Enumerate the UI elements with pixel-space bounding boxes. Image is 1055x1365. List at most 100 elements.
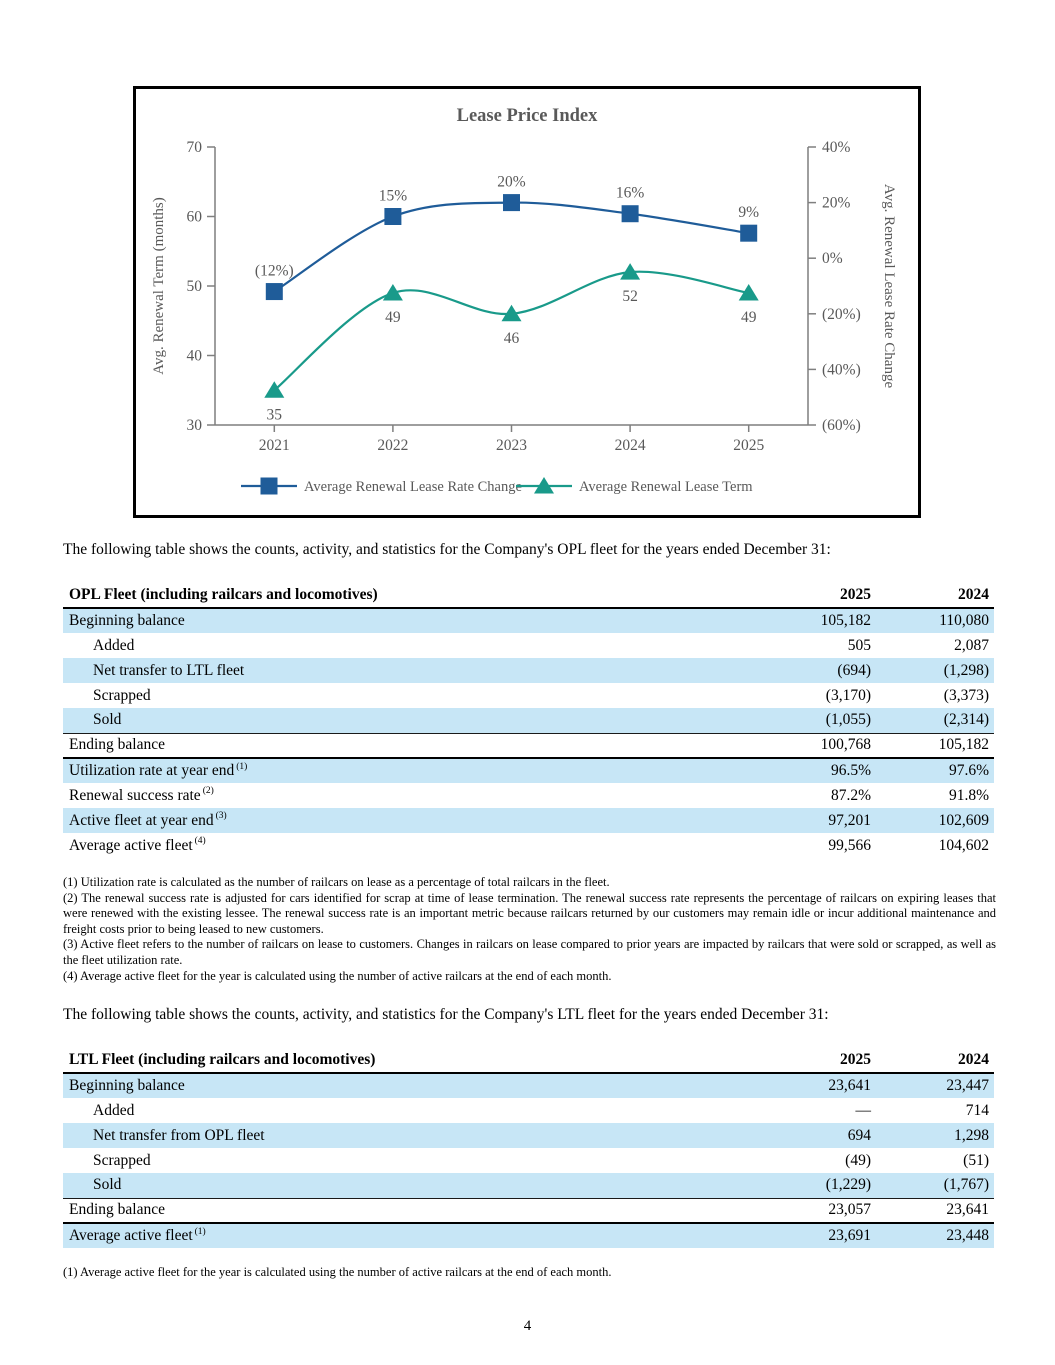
value-2025: 694	[750, 1123, 871, 1148]
right-axis-title: Avg. Renewal Lease Rate Change	[881, 184, 897, 389]
table-row: Active fleet at year end (3) 97,201 102,609	[63, 808, 994, 833]
table-row: Net transfer from OPL fleet 694 1,298	[63, 1123, 994, 1148]
value-2024: 1,298	[871, 1123, 994, 1148]
table-row: Net transfer to LTL fleet (694) (1,298)	[63, 658, 994, 683]
row-label: Sold	[63, 1173, 750, 1199]
left-axis-tick-label: 40	[187, 348, 203, 365]
value-2024: (51)	[963, 1151, 989, 1169]
x-axis-tick-label: 2022	[377, 437, 408, 454]
row-label: Ending balance	[63, 733, 750, 759]
table-title: OPL Fleet (including railcars and locomo…	[63, 583, 750, 609]
column-header-2025: 2025	[750, 583, 871, 609]
right-axis-tick-label: (40%)	[822, 361, 861, 378]
value-2024: (1,298)	[871, 658, 994, 683]
value-2024: 23,641	[871, 1198, 994, 1224]
table-row: Utilization rate at year end (1) 96.5% 97.6…	[63, 758, 994, 783]
legend-label-rate-change: Average Renewal Lease Rate Change	[304, 479, 522, 495]
data-point-square	[740, 224, 758, 242]
row-label: Beginning balance	[63, 1073, 750, 1098]
value-2025: 100,768	[750, 733, 871, 759]
value-2024: 104,602	[938, 836, 989, 854]
x-axis-tick-label: 2021	[259, 437, 290, 454]
data-point-square	[621, 205, 639, 223]
footnote-text: (2) The renewal success rate is adjusted…	[63, 890, 996, 936]
table-row: Renewal success rate (2) 87.2% 91.8%	[63, 783, 994, 808]
series-line-square	[273, 201, 749, 293]
value-2025: 99,566	[828, 836, 871, 854]
data-point-square	[503, 194, 520, 212]
data-point-label: 16%	[616, 185, 645, 202]
footnote-text: (1) Utilization rate is calculated as th…	[63, 875, 610, 889]
footnote-marker: (4)	[194, 836, 206, 847]
value-2025: (1,229)	[750, 1173, 871, 1199]
value-2024: 110,080	[871, 608, 994, 633]
data-point-square	[265, 283, 283, 301]
data-point-label: (12%)	[255, 263, 294, 280]
footnote-text: (3) Active fleet refers to the number of…	[63, 937, 996, 967]
data-point-label: 35	[267, 406, 283, 423]
table-row: Beginning balance 23,641 23,447	[63, 1073, 994, 1098]
right-axis-tick-label: 20%	[822, 195, 851, 212]
value-2024: 102,609	[871, 808, 994, 833]
footnote-marker: (2)	[202, 786, 214, 797]
x-axis-tick-label: 2023	[496, 437, 527, 454]
value-2024: 91.8%	[948, 786, 989, 804]
data-point-square	[384, 208, 402, 225]
lease-price-index-chart: Lease Price Index 30 40 50 60 70 (60%) (40%) (20…	[133, 86, 921, 518]
opl-footnotes: (1) Utilization rate is calculated as th…	[63, 875, 996, 984]
value-2025: 96.5%	[750, 758, 871, 783]
left-axis-tick-label: 70	[187, 139, 203, 156]
value-2024: (1,767)	[871, 1173, 994, 1199]
chart-canvas: Lease Price Index 30 40 50 60 70 (60%) (40%) (20…	[151, 106, 897, 495]
x-axis-tick-label: 2025	[733, 437, 764, 454]
value-2025: (49)	[845, 1151, 871, 1169]
value-2025: 23,691	[750, 1223, 871, 1248]
legend-square-icon	[260, 477, 278, 495]
table-row: Sold (1,055) (2,314)	[63, 708, 994, 734]
data-point-label: 49	[385, 309, 401, 326]
legend-label-lease-term: Average Renewal Lease Term	[579, 479, 753, 495]
data-point-label: 52	[622, 288, 638, 305]
value-2024: (3,373)	[943, 686, 989, 704]
value-2025: (694)	[750, 658, 871, 683]
table-row: Ending balance 100,768 105,182	[63, 733, 994, 759]
value-2024: 2,087	[954, 636, 989, 654]
table-row: Beginning balance 105,182 110,080	[63, 608, 994, 633]
row-label: Scrapped	[93, 686, 151, 704]
value-2025: (3,170)	[825, 686, 871, 704]
chart-title: Lease Price Index	[457, 106, 599, 126]
data-point-label: 20%	[497, 174, 526, 191]
value-2025: (1,055)	[750, 708, 871, 734]
value-2025: 23,057	[750, 1198, 871, 1224]
value-2025: —	[855, 1101, 872, 1119]
left-axis-title: Avg. Renewal Term (months)	[151, 197, 167, 375]
row-label: Ending balance	[63, 1198, 750, 1224]
value-2024: 105,182	[871, 733, 994, 759]
value-2025: 87.2%	[830, 786, 871, 804]
table-row: Average active fleet (1) 23,691 23,448	[63, 1223, 994, 1248]
row-label: Active fleet at year end (3)	[63, 808, 750, 833]
footnote-marker: (1)	[194, 1226, 206, 1237]
value-2024: 97.6%	[871, 758, 994, 783]
page-number: 4	[523, 1318, 532, 1334]
right-axis-tick-label: 0%	[822, 250, 843, 267]
x-axis-tick-label: 2024	[615, 437, 646, 454]
row-label: Added	[93, 1101, 135, 1119]
table-row: Added 505 2,087	[63, 633, 994, 658]
table-row: Ending balance 23,057 23,641	[63, 1198, 994, 1224]
data-point-triangle	[264, 381, 285, 398]
right-axis-tick-label: 40%	[822, 139, 851, 156]
row-label: Sold	[63, 708, 750, 734]
ltl-intro-paragraph: The following table shows the counts, ac…	[63, 1006, 829, 1023]
data-point-label: 46	[504, 330, 520, 347]
column-header-2025: 2025	[750, 1048, 871, 1074]
data-point-triangle	[501, 304, 522, 322]
left-axis-tick-label: 30	[187, 417, 203, 434]
value-2024: 23,447	[871, 1073, 994, 1098]
value-2025: 105,182	[750, 608, 871, 633]
data-point-label: 49	[741, 309, 757, 326]
value-2025: 97,201	[750, 808, 871, 833]
table-row: Scrapped (3,170) (3,373)	[63, 683, 994, 708]
value-2024: 23,448	[871, 1223, 994, 1248]
row-label: Scrapped	[93, 1151, 151, 1169]
